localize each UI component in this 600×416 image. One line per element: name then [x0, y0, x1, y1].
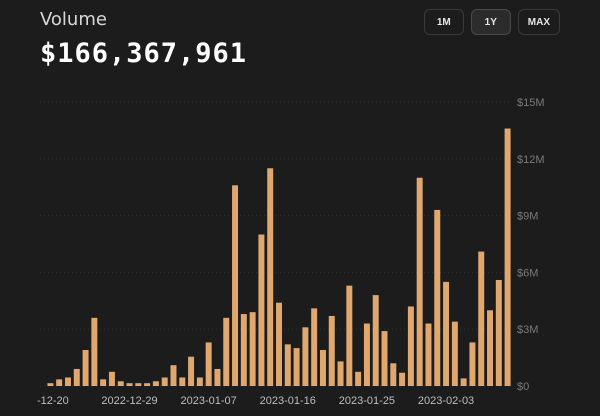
volume-bar[interactable]	[355, 371, 362, 386]
volume-bar[interactable]	[56, 379, 63, 386]
chart-title: Volume	[40, 9, 107, 30]
volume-bar[interactable]	[188, 356, 195, 386]
y-tick-label: $0	[517, 381, 529, 393]
volume-bar[interactable]	[451, 321, 458, 386]
x-tick-label: 2023-02-03	[418, 395, 474, 407]
y-axis-labels: $0 $3M $6M $9M $12M $15M	[517, 97, 545, 393]
y-tick-label: $15M	[517, 97, 545, 109]
volume-bar[interactable]	[319, 350, 326, 386]
volume-bar[interactable]	[249, 312, 256, 386]
y-tick-label: $3M	[517, 324, 538, 336]
volume-bar[interactable]	[416, 177, 423, 386]
time-range-selector: 1M 1Y MAX	[423, 9, 560, 35]
y-tick-label: $12M	[517, 154, 545, 166]
volume-bar[interactable]	[267, 168, 274, 386]
volume-bar[interactable]	[117, 381, 124, 386]
volume-bar[interactable]	[363, 323, 370, 386]
volume-bar[interactable]	[328, 315, 335, 386]
volume-bar[interactable]	[240, 314, 247, 386]
volume-bar[interactable]	[232, 185, 239, 386]
volume-bar[interactable]	[443, 281, 450, 386]
total-volume-value: $166,367,961	[40, 38, 248, 69]
volume-bar[interactable]	[135, 383, 142, 386]
volume-bar[interactable]	[47, 383, 54, 386]
volume-bar[interactable]	[91, 317, 98, 386]
volume-bar[interactable]	[152, 381, 159, 386]
volume-bar[interactable]	[372, 295, 379, 386]
volume-bar[interactable]	[205, 342, 212, 386]
volume-bar[interactable]	[504, 128, 511, 386]
y-tick-label: $6M	[517, 267, 538, 279]
volume-bar[interactable]	[425, 323, 432, 386]
x-tick-label: 2023-01-25	[339, 395, 395, 407]
bars	[47, 128, 511, 386]
gridlines	[40, 101, 512, 387]
volume-bar[interactable]	[100, 379, 107, 386]
volume-bar[interactable]	[390, 363, 397, 386]
x-axis-labels: -12-20 2022-12-29 2023-01-07 2023-01-16 2023…	[37, 395, 474, 407]
volume-bar[interactable]	[337, 361, 344, 386]
x-tick-label: 2022-12-29	[101, 395, 157, 407]
volume-bar[interactable]	[311, 308, 318, 386]
volume-bar[interactable]	[469, 342, 476, 386]
volume-bar[interactable]	[478, 251, 485, 386]
volume-bar[interactable]	[144, 383, 151, 386]
volume-bar[interactable]	[108, 371, 115, 386]
volume-bar[interactable]	[170, 365, 177, 386]
volume-bar[interactable]	[258, 234, 265, 386]
volume-bar[interactable]	[179, 377, 186, 386]
x-tick-label: 2023-01-07	[181, 395, 237, 407]
volume-bar[interactable]	[381, 331, 388, 386]
volume-bar[interactable]	[460, 378, 467, 386]
volume-bar[interactable]	[161, 377, 168, 386]
volume-bar[interactable]	[284, 344, 291, 386]
volume-bar[interactable]	[346, 285, 353, 386]
volume-bar[interactable]	[223, 317, 230, 386]
range-1y-button[interactable]: 1Y	[470, 9, 511, 35]
range-1m-button[interactable]: 1M	[423, 9, 464, 35]
volume-bar[interactable]	[487, 310, 494, 386]
volume-bar[interactable]	[196, 377, 203, 386]
y-tick-label: $9M	[517, 211, 538, 223]
volume-bar[interactable]	[495, 279, 502, 386]
volume-bar[interactable]	[399, 372, 406, 386]
volume-bar[interactable]	[407, 306, 414, 386]
volume-bar[interactable]	[302, 327, 309, 386]
x-tick-label: 2023-01-16	[260, 395, 316, 407]
volume-bar[interactable]	[64, 377, 71, 386]
volume-bar[interactable]	[214, 368, 221, 386]
range-max-button[interactable]: MAX	[517, 9, 560, 35]
volume-bar[interactable]	[293, 348, 300, 386]
volume-bar[interactable]	[73, 368, 80, 386]
volume-bar[interactable]	[434, 209, 441, 386]
volume-bar[interactable]	[276, 302, 282, 386]
volume-bar[interactable]	[82, 350, 89, 386]
volume-bar[interactable]	[126, 383, 133, 386]
x-tick-label: -12-20	[37, 395, 69, 407]
